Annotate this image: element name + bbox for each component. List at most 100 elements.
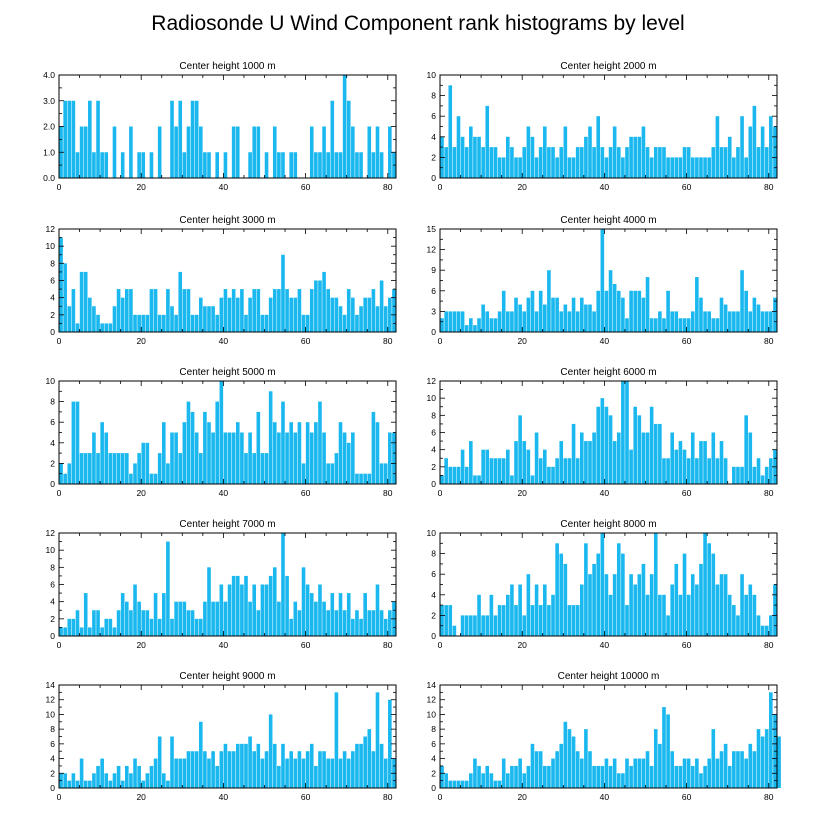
panel-title: Center height 10000 m bbox=[558, 671, 660, 682]
histogram-bar bbox=[75, 780, 80, 788]
histogram-bar bbox=[542, 304, 547, 332]
histogram-bar bbox=[227, 432, 232, 484]
histogram-bar bbox=[268, 297, 273, 332]
histogram-bar bbox=[563, 126, 568, 178]
histogram-bar bbox=[88, 297, 92, 332]
histogram-bar bbox=[166, 463, 170, 484]
histogram-bar bbox=[497, 458, 502, 484]
histogram-bar bbox=[645, 277, 650, 332]
histogram-bar bbox=[215, 401, 220, 484]
histogram-bar bbox=[235, 297, 240, 332]
histogram-bar bbox=[460, 615, 465, 636]
histogram-bar bbox=[264, 584, 269, 636]
histogram-bar bbox=[469, 318, 473, 332]
histogram-bar bbox=[707, 458, 711, 484]
histogram-bar bbox=[326, 289, 330, 332]
histogram-bar bbox=[59, 237, 63, 332]
histogram-bar bbox=[108, 618, 113, 636]
y-tick-label: 4.0 bbox=[43, 70, 55, 80]
histogram-bar bbox=[637, 758, 642, 788]
histogram-bar bbox=[260, 314, 265, 332]
histogram-bar bbox=[256, 289, 261, 332]
histogram-bar bbox=[297, 289, 302, 332]
histogram-bar bbox=[670, 311, 675, 332]
histogram-bar bbox=[379, 463, 384, 484]
histogram-bar bbox=[608, 147, 613, 178]
histogram-bar bbox=[63, 627, 67, 636]
histogram-panel: Center height 4000 m 0 20 40 60 80 0 3 6 9 12 15 bbox=[427, 215, 778, 346]
histogram-bar bbox=[268, 714, 273, 788]
histogram-bar bbox=[223, 289, 228, 332]
histogram-bar bbox=[555, 751, 559, 788]
histogram-bar bbox=[120, 593, 125, 636]
y-tick-label: 10 bbox=[427, 709, 437, 719]
histogram-bar bbox=[645, 594, 650, 636]
histogram-bar bbox=[322, 271, 326, 332]
histogram-bar bbox=[367, 610, 372, 636]
y-tick-label: 2 bbox=[50, 614, 55, 624]
histogram-bar bbox=[305, 584, 310, 636]
histogram-bar bbox=[719, 147, 724, 178]
histogram-bar bbox=[198, 297, 203, 332]
histogram-bar bbox=[153, 593, 158, 636]
y-tick-label: 3.0 bbox=[43, 96, 55, 106]
histogram-bar bbox=[63, 473, 67, 484]
histogram-bar bbox=[194, 432, 199, 484]
histogram-bar bbox=[641, 297, 646, 332]
histogram-bar bbox=[174, 758, 178, 788]
panel-title: Center height 8000 m bbox=[560, 519, 656, 530]
histogram-bar bbox=[534, 432, 539, 484]
histogram-bar bbox=[473, 758, 477, 788]
histogram-bar bbox=[194, 314, 199, 332]
histogram-bar bbox=[375, 126, 380, 178]
histogram-bar bbox=[351, 618, 355, 636]
histogram-bar bbox=[633, 406, 638, 484]
histogram-bar bbox=[141, 314, 146, 332]
histogram-bar bbox=[625, 318, 629, 332]
x-tick-label: 40 bbox=[600, 792, 610, 802]
histogram-bar bbox=[363, 593, 367, 636]
histogram-bar bbox=[252, 126, 257, 178]
histogram-bar bbox=[75, 152, 80, 178]
histogram-bar bbox=[773, 126, 777, 178]
histogram-bar bbox=[297, 751, 302, 788]
histogram-bar bbox=[170, 432, 174, 484]
histogram-bar bbox=[75, 323, 80, 332]
histogram-bar bbox=[756, 147, 761, 178]
histogram-bar bbox=[518, 758, 522, 788]
histogram-bar bbox=[227, 584, 232, 636]
histogram-bar bbox=[392, 289, 396, 332]
x-tick-label: 40 bbox=[219, 640, 229, 650]
histogram-bar bbox=[760, 625, 765, 636]
y-tick-label: 10 bbox=[46, 241, 56, 251]
x-tick-label: 0 bbox=[57, 182, 62, 192]
histogram-bar bbox=[248, 152, 252, 178]
histogram-bar bbox=[125, 289, 129, 332]
histogram-bar bbox=[297, 610, 302, 636]
x-tick-label: 20 bbox=[517, 640, 527, 650]
histogram-bar bbox=[740, 116, 744, 178]
histogram-bar bbox=[203, 411, 207, 484]
y-tick-label: 6 bbox=[431, 111, 436, 121]
y-tick-label: 3 bbox=[431, 306, 436, 316]
histogram-bar bbox=[522, 311, 527, 332]
histogram-bar bbox=[551, 758, 555, 788]
x-tick-label: 20 bbox=[517, 488, 527, 498]
histogram-bar bbox=[510, 765, 514, 788]
histogram-bar bbox=[342, 751, 347, 788]
histogram-bar bbox=[653, 729, 658, 788]
histogram-bar bbox=[231, 289, 236, 332]
histogram-bar bbox=[690, 574, 695, 636]
histogram-bar bbox=[248, 432, 252, 484]
histogram-bar bbox=[289, 751, 294, 788]
histogram-bar bbox=[157, 453, 162, 484]
histogram-bar bbox=[653, 147, 658, 178]
histogram-bar bbox=[493, 458, 498, 484]
histogram-bar bbox=[227, 297, 232, 332]
y-tick-label: 0.0 bbox=[43, 173, 55, 183]
histogram-bar bbox=[318, 751, 322, 788]
histogram-bar bbox=[621, 773, 625, 788]
x-tick-label: 20 bbox=[136, 792, 146, 802]
histogram-bar bbox=[235, 422, 240, 484]
histogram-bar bbox=[773, 584, 777, 636]
